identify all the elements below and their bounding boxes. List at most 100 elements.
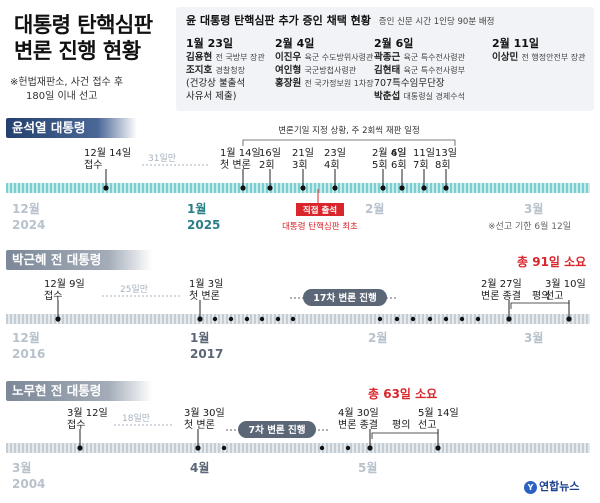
- park-bar-stripe: [550, 314, 552, 324]
- roh-bar-stripe: [374, 443, 376, 453]
- roh-bar-stripe: [430, 443, 432, 453]
- yoon-session-dot: [421, 185, 427, 191]
- yoon-bar-stripe: [338, 183, 340, 193]
- yoon-month: 1월: [187, 201, 206, 216]
- note-line-1: ※헌법재판소, 사건 접수 후: [10, 77, 124, 88]
- yoon-session-dot: [443, 185, 449, 191]
- yoon-bar-stripe: [118, 183, 120, 193]
- roh-bar-stripe: [338, 443, 340, 453]
- roh-bar-stripe: [274, 443, 276, 453]
- yoon-bar-stripe: [346, 183, 348, 193]
- yoon-bar-stripe: [158, 183, 160, 193]
- park-bar-stripe: [530, 314, 532, 324]
- yoon-bar-stripe: [198, 183, 200, 193]
- park-bar-stripe: [358, 314, 360, 324]
- roh-bar-stripe: [550, 443, 552, 453]
- roh-bar-stripe: [450, 443, 452, 453]
- yoon-bar-stripe: [74, 183, 76, 193]
- yoon-session-label: 7회: [413, 159, 429, 171]
- witness-row: 707특수임무단장: [374, 77, 465, 90]
- roh-receipt-dot: [77, 445, 83, 451]
- yoon-bar-stripe: [306, 183, 308, 193]
- roh-bar-stripe: [462, 443, 464, 453]
- yoon-bar-stripe: [186, 183, 188, 193]
- park-bar-stripe: [114, 314, 116, 324]
- roh-close-label: 변론 종결: [338, 419, 378, 431]
- yoon-bar-stripe: [202, 183, 204, 193]
- witness-role: 육군 특수전사령부: [403, 66, 465, 75]
- yoon-bar-stripe: [250, 183, 252, 193]
- yoon-bar-stripe: [318, 183, 320, 193]
- park-bar-stripe: [210, 314, 212, 324]
- yoon-bar-stripe: [294, 183, 296, 193]
- roh-bar-stripe: [190, 443, 192, 453]
- yoon-bar-stripe: [266, 183, 268, 193]
- park-bar-stripe: [546, 314, 548, 324]
- yoon-year: 2025: [187, 218, 220, 232]
- park-mid-label: 17차 변론 진행: [313, 292, 377, 304]
- roh-bar-stripe: [298, 443, 300, 453]
- park-session-dot: [212, 316, 218, 322]
- yoon-bar-stripe: [6, 183, 8, 193]
- roh-bar-stripe: [554, 443, 556, 453]
- roh-month: 3월: [12, 460, 31, 475]
- park-bar-stripe: [42, 314, 44, 324]
- roh-bar-stripe: [218, 443, 220, 453]
- witness-date: 1월 23일: [186, 37, 234, 50]
- park-bar-stripe: [130, 314, 132, 324]
- yoon-bar-stripe: [362, 183, 364, 193]
- witness-name: 이진우: [275, 52, 305, 63]
- park-bar-stripe: [382, 314, 384, 324]
- roh-bar-stripe: [22, 443, 24, 453]
- park-bar-stripe: [166, 314, 168, 324]
- roh-bar-stripe: [38, 443, 40, 453]
- yoon-bar-stripe: [490, 183, 492, 193]
- yoon-bar-stripe: [370, 183, 372, 193]
- park-session-dot: [443, 316, 449, 322]
- yoon-bar-stripe: [578, 183, 580, 193]
- park-bar-stripe: [234, 314, 236, 324]
- yoon-bar-stripe: [94, 183, 96, 193]
- roh-bar-stripe: [502, 443, 504, 453]
- yoon-bar-stripe: [526, 183, 528, 193]
- roh-bar-stripe: [162, 443, 164, 453]
- yoon-bar-stripe: [470, 183, 472, 193]
- yoon-bar-stripe: [238, 183, 240, 193]
- roh-bar-stripe: [518, 443, 520, 453]
- roh-bar-stripe: [66, 443, 68, 453]
- yoon-bar-stripe: [366, 183, 368, 193]
- roh-delib-bracket: [371, 432, 439, 439]
- yoon-bar-stripe: [522, 183, 524, 193]
- park-bar-stripe: [334, 314, 336, 324]
- park-bar-stripe: [482, 314, 484, 324]
- park-bar-stripe: [194, 314, 196, 324]
- yoon-bar-stripe: [110, 183, 112, 193]
- roh-bar-stripe: [342, 443, 344, 453]
- park-bar-stripe: [534, 314, 536, 324]
- park-bar-stripe: [306, 314, 308, 324]
- roh-bar-stripe: [270, 443, 272, 453]
- roh-bar-stripe: [406, 443, 408, 453]
- park-month: 3월: [524, 330, 543, 345]
- title-line-1: 대통령 탄핵심판: [14, 13, 153, 37]
- roh-bar-stripe: [14, 443, 16, 453]
- yoon-bar-stripe: [558, 183, 560, 193]
- roh-mid-label: 7차 변론 진행: [249, 424, 306, 436]
- park-bar-stripe: [582, 314, 584, 324]
- witness-role: 육군 수도방위사령관: [304, 53, 374, 62]
- park-bar-stripe: [202, 314, 204, 324]
- witness-name: 곽종근: [374, 52, 404, 63]
- section-head-park: 박근혜 전 대통령: [6, 250, 152, 270]
- park-bar-stripe: [30, 314, 32, 324]
- park-bar-stripe: [250, 314, 252, 324]
- yoon-bar-stripe: [246, 183, 248, 193]
- yoon-session-label: 4회: [324, 159, 340, 171]
- park-bar-stripe: [218, 314, 220, 324]
- roh-bar-stripe: [174, 443, 176, 453]
- park-bar-stripe: [146, 314, 148, 324]
- roh-bar-stripe: [182, 443, 184, 453]
- yoon-bar-stripe: [562, 183, 564, 193]
- yoon-session-label: 3회: [292, 159, 308, 171]
- park-bar-stripe: [318, 314, 320, 324]
